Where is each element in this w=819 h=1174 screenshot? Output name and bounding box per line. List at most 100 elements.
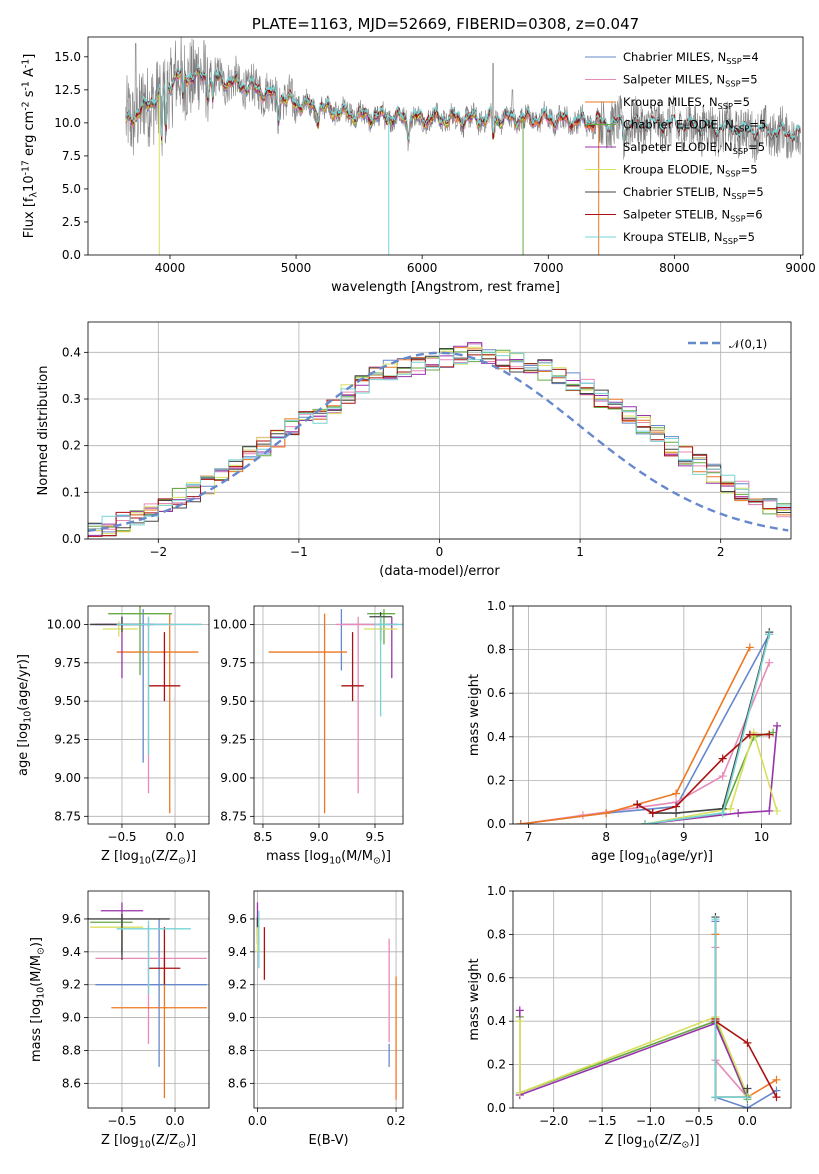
weight-marker [672, 802, 681, 811]
y-tick-label: 1.0 [487, 599, 506, 613]
chart-title: PLATE=1163, MJD=52669, FIBERID=0308, z=0… [252, 15, 639, 33]
x-tick-label: −0.5 [107, 830, 136, 844]
y-tick-label: 0.0 [62, 532, 81, 546]
y-tick-label: 9.00 [54, 771, 81, 785]
weight-marker [743, 1084, 752, 1093]
weight-marker [602, 809, 611, 818]
y-tick-label: 10.0 [54, 116, 81, 130]
x-tick-label: 5000 [281, 261, 312, 275]
y-tick-label: 8.8 [228, 1043, 247, 1057]
error-bar-point [90, 914, 133, 956]
histogram-step [88, 351, 791, 530]
y-tick-label: 0.6 [487, 686, 506, 700]
weight-marker [765, 630, 774, 639]
error-bar-point [374, 616, 403, 717]
y-tick-label: 8.6 [62, 1076, 81, 1090]
x-tick-label: 1 [576, 545, 584, 559]
weight-marker [515, 1017, 524, 1026]
y-tick-label: 0.2 [487, 1058, 506, 1072]
gaussian-reference [88, 351, 789, 532]
legend-label: Salpeter STELIB, NSSP=6 [623, 208, 763, 224]
weight-marker [718, 754, 727, 763]
x-tick-label: 10 [754, 830, 769, 844]
y-tick-label: 7.5 [62, 149, 81, 163]
weight-marker [734, 809, 743, 818]
weight-marker [516, 820, 525, 824]
panel-3: −0.5 0.0 8.75 9.00 9.25 9.50 9.75 10.00 Z [log10… [16, 605, 210, 866]
x-tick-label: −2 [149, 545, 167, 559]
panel-8: −2.0 −1.5 −1.0 −0.5 0.0 0.0 0.2 0.4 0.6 0.8 1.0 Z [… [467, 884, 792, 1150]
x-tick-label: −0.5 [684, 1114, 713, 1128]
weight-marker [743, 1038, 752, 1047]
y-tick-label: 0.8 [487, 927, 506, 941]
y-tick-label: 12.5 [54, 83, 81, 97]
x-tick-label: 9 [680, 830, 688, 844]
x-axis-label: age [log10(age/yr)] [591, 849, 713, 866]
x-tick-label: −0.5 [107, 1114, 136, 1128]
x-tick-label: 8000 [659, 261, 690, 275]
y-tick-label: 15.0 [54, 50, 81, 64]
y-tick-label: 9.4 [228, 945, 247, 959]
x-tick-label: 0.0 [738, 1114, 757, 1128]
y-tick-label: 0.3 [62, 392, 81, 406]
x-tick-label: 4000 [155, 261, 186, 275]
legend-label: Chabrier STELIB, NSSP=5 [623, 185, 764, 201]
y-tick-label: 8.75 [220, 809, 247, 823]
x-tick-label: −2.0 [539, 1114, 568, 1128]
x-tick-label: 0.2 [387, 1114, 406, 1128]
x-axis-label: (data-model)/error [379, 564, 500, 579]
x-axis-label: Z [log10(Z/Z⊙)] [604, 1133, 699, 1150]
weight-line [636, 631, 771, 814]
y-tick-label: 9.6 [228, 912, 247, 926]
y-tick-label: 9.4 [62, 945, 81, 959]
panel-6: −0.5 0.0 8.6 8.8 9.0 9.2 9.4 9.6 Z [log10(Z/Z⊙)]… [29, 890, 210, 1150]
legend-label: Kroupa STELIB, NSSP=5 [623, 230, 755, 246]
plot-area [516, 628, 782, 824]
weight-marker [773, 721, 782, 730]
x-tick-label: 0.0 [248, 1114, 267, 1128]
axes-frame [512, 890, 792, 1109]
y-tick-label: 0.4 [487, 1014, 506, 1028]
weight-marker [718, 772, 727, 781]
x-tick-label: −1.5 [588, 1114, 617, 1128]
x-axis-label: Z [log10(Z/Z⊙)] [101, 1133, 196, 1150]
plot-area [256, 902, 397, 1100]
error-bar-point [148, 632, 181, 702]
legend-label: Kroupa MILES, NSSP=5 [623, 95, 750, 111]
y-axis-label: age [log10(age/yr)] [16, 654, 33, 776]
y-tick-label: 9.0 [62, 1011, 81, 1025]
histogram-step [88, 348, 791, 537]
weight-line [644, 634, 771, 824]
x-tick-label: 7000 [533, 261, 564, 275]
model-line [125, 64, 801, 142]
error-bar-point [102, 621, 138, 637]
weight-marker [633, 800, 642, 809]
error-bar-point [268, 613, 347, 814]
y-tick-label: 8.8 [62, 1043, 81, 1057]
x-axis-label: mass [log10(M/M⊙)] [266, 849, 391, 866]
weight-marker [726, 804, 735, 813]
weight-marker [773, 806, 782, 815]
weight-line [520, 647, 751, 824]
x-axis-label: Z [log10(Z/Z⊙)] [101, 849, 196, 866]
x-tick-label: 7 [525, 830, 533, 844]
weight-line [714, 917, 749, 1098]
weight-line [520, 662, 771, 824]
plot-area [125, 37, 801, 255]
y-tick-label: 9.25 [54, 733, 81, 747]
y-tick-label: 2.5 [62, 215, 81, 229]
x-tick-label: −1 [290, 545, 308, 559]
axes-frame [512, 605, 792, 825]
y-tick-label: 9.00 [220, 771, 247, 785]
y-tick-label: 0.4 [62, 345, 81, 359]
model-line [125, 67, 801, 142]
legend-label: Salpeter ELODIE, NSSP=5 [623, 140, 765, 156]
y-tick-label: 0.4 [487, 730, 506, 744]
weight-marker [765, 806, 774, 815]
error-bar-point [116, 616, 202, 755]
panel-5: 7 8 9 10 0.0 0.2 0.4 0.6 0.8 1.0 age [log10(age/yr… [467, 599, 792, 866]
x-tick-label: −1.0 [636, 1114, 665, 1128]
axes-frame [253, 605, 404, 825]
weight-marker [718, 809, 727, 818]
error-bar-point [116, 613, 199, 814]
